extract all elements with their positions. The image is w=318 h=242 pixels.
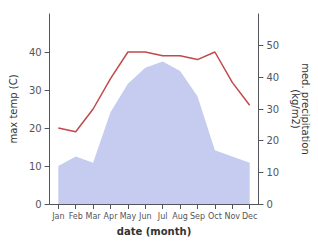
svg-text:Jan: Jan: [51, 212, 64, 221]
svg-text:Nov: Nov: [224, 212, 240, 221]
svg-text:Apr: Apr: [104, 212, 119, 221]
svg-text:10: 10: [29, 161, 42, 172]
svg-text:Oct: Oct: [208, 212, 222, 221]
svg-text:50: 50: [266, 40, 279, 51]
svg-text:30: 30: [266, 104, 279, 115]
svg-text:Feb: Feb: [69, 212, 83, 221]
svg-text:med. precipitation: med. precipitation: [299, 63, 311, 155]
svg-text:Jun: Jun: [138, 212, 152, 221]
svg-text:40: 40: [29, 47, 42, 58]
svg-text:10: 10: [266, 167, 279, 178]
svg-text:date (month): date (month): [117, 226, 191, 237]
svg-text:May: May: [120, 212, 137, 221]
svg-text:40: 40: [266, 72, 279, 83]
svg-text:Dec: Dec: [242, 212, 257, 221]
svg-text:20: 20: [29, 123, 42, 134]
svg-text:max temp (C): max temp (C): [8, 74, 19, 143]
svg-text:30: 30: [29, 85, 42, 96]
svg-text:0: 0: [35, 199, 41, 210]
svg-text:20: 20: [266, 135, 279, 146]
svg-text:Jul: Jul: [157, 212, 168, 221]
svg-text:0: 0: [266, 199, 272, 210]
svg-text:(kg/m2): (kg/m2): [290, 89, 301, 129]
svg-text:Sep: Sep: [190, 212, 205, 221]
svg-text:Mar: Mar: [86, 212, 102, 221]
svg-text:Aug: Aug: [172, 212, 188, 221]
